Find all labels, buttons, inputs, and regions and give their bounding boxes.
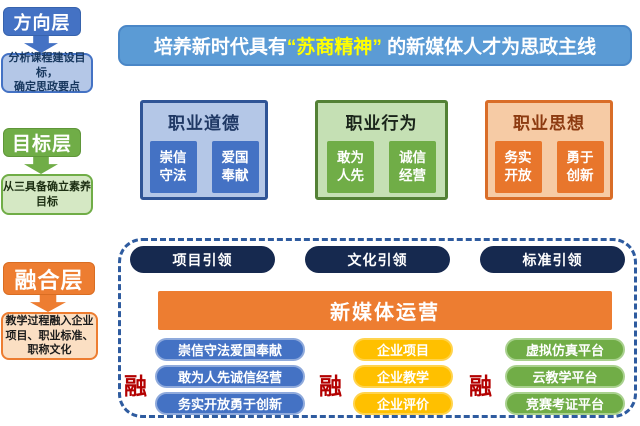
banner-text-prefix: 培养新时代具有 bbox=[153, 37, 287, 58]
value-chip: 崇信 守法 bbox=[149, 141, 197, 193]
value-chip: 诚信 经营 bbox=[389, 141, 436, 193]
banner-text-highlight: “苏商精神” bbox=[286, 37, 382, 58]
lead-pill-project: 项目引领 bbox=[130, 246, 275, 273]
chip-line: 诚信 bbox=[399, 149, 426, 165]
chip-line: 开放 bbox=[504, 168, 532, 183]
fusion-panel bbox=[118, 238, 637, 418]
chip-line: 经营 bbox=[399, 168, 426, 183]
category-title: 职业道德 bbox=[168, 114, 240, 133]
category-box-ethics: 职业道德 崇信 守法 爱国 奉献 bbox=[140, 100, 268, 200]
down-arrow-icon bbox=[30, 295, 66, 312]
layer-note-direction: 分析课程建设目标， 确定思政要点 bbox=[1, 52, 93, 94]
note-line: 确定思政要点 bbox=[14, 81, 80, 94]
list-pill-enterprise-3: 企业评价 bbox=[353, 392, 453, 415]
layer-label-goal: 目标层 bbox=[3, 128, 81, 157]
list-pill-values-1: 崇信守法爱国奉献 bbox=[155, 338, 305, 361]
value-chip: 敢为 人先 bbox=[327, 141, 374, 193]
chip-line: 爱国 bbox=[221, 149, 249, 165]
note-line: 目标 bbox=[36, 195, 58, 208]
category-box-behavior: 职业行为 敢为 人先 诚信 经营 bbox=[315, 100, 448, 200]
list-pill-platform-3: 竞赛考证平台 bbox=[505, 392, 625, 415]
category-box-thought: 职业思想 务实 开放 勇于 创新 bbox=[485, 100, 613, 200]
fuse-character: 融 bbox=[124, 373, 147, 399]
list-pill-values-2: 敢为人先诚信经营 bbox=[155, 365, 305, 388]
value-chip: 务实 开放 bbox=[494, 141, 542, 193]
value-chip: 勇于 创新 bbox=[556, 141, 604, 193]
note-line: 分析课程建设目标， bbox=[8, 52, 86, 79]
category-title: 职业行为 bbox=[345, 114, 418, 133]
list-pill-enterprise-1: 企业项目 bbox=[353, 338, 453, 361]
layer-label-direction: 方向层 bbox=[3, 7, 81, 36]
layer-note-fusion: 教学过程融入企业 项目、职业标准、 职称文化 bbox=[1, 312, 98, 360]
value-chip: 爱国 奉献 bbox=[211, 141, 259, 193]
lead-pill-standard: 标准引领 bbox=[480, 246, 625, 273]
category-title: 职业思想 bbox=[513, 114, 585, 133]
chip-line: 人先 bbox=[337, 168, 364, 183]
lead-pill-culture: 文化引领 bbox=[305, 246, 450, 273]
note-line: 项目、职业标准、 bbox=[5, 329, 94, 342]
down-arrow-icon bbox=[24, 157, 58, 174]
fuse-character: 融 bbox=[319, 373, 342, 399]
main-theme-banner: 培养新时代具有 “苏商精神” 的新媒体人才为思政主线 bbox=[118, 25, 632, 66]
chip-line: 崇信 bbox=[159, 149, 187, 165]
chip-line: 创新 bbox=[566, 168, 594, 183]
list-pill-platform-2: 云教学平台 bbox=[505, 365, 625, 388]
layer-label-fusion: 融合层 bbox=[3, 262, 95, 295]
fuse-character: 融 bbox=[469, 373, 492, 399]
list-pill-platform-1: 虚拟仿真平台 bbox=[505, 338, 625, 361]
note-line: 职称文化 bbox=[27, 344, 72, 357]
operation-banner: 新媒体运营 bbox=[158, 291, 612, 330]
list-pill-values-3: 务实开放勇于创新 bbox=[155, 392, 305, 415]
note-line: 教学过程融入企业 bbox=[5, 315, 94, 328]
banner-text-suffix: 的新媒体人才为思政主线 bbox=[381, 37, 597, 58]
chip-line: 敢为 bbox=[337, 149, 364, 165]
layer-note-goal: 从三具备确立素养 目标 bbox=[1, 174, 93, 215]
chip-line: 勇于 bbox=[566, 149, 594, 165]
down-arrow-icon bbox=[24, 36, 58, 53]
note-line: 从三具备确立素养 bbox=[3, 180, 91, 193]
list-pill-enterprise-2: 企业教学 bbox=[353, 365, 453, 388]
chip-line: 奉献 bbox=[221, 168, 249, 183]
chip-line: 守法 bbox=[159, 168, 187, 183]
chip-line: 务实 bbox=[504, 149, 532, 165]
